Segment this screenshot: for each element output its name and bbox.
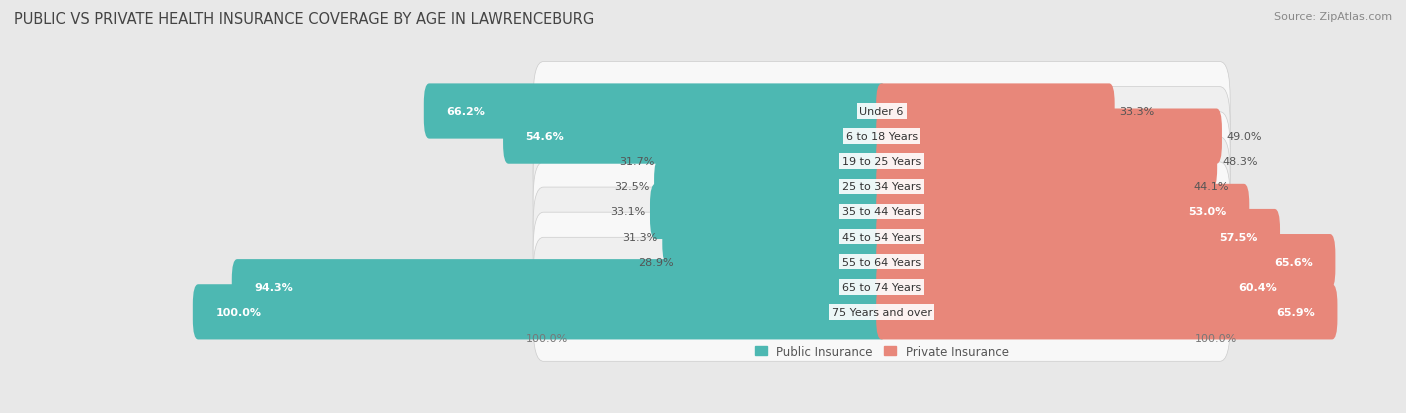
Text: 25 to 34 Years: 25 to 34 Years (842, 182, 921, 192)
FancyBboxPatch shape (654, 159, 887, 214)
FancyBboxPatch shape (876, 285, 1337, 339)
Text: 94.3%: 94.3% (254, 282, 292, 292)
Legend: Public Insurance, Private Insurance: Public Insurance, Private Insurance (749, 340, 1014, 362)
Text: 55 to 64 Years: 55 to 64 Years (842, 257, 921, 267)
Text: 65.9%: 65.9% (1277, 307, 1315, 317)
Text: 19 to 25 Years: 19 to 25 Years (842, 157, 921, 167)
Text: 75 Years and over: 75 Years and over (831, 307, 932, 317)
Text: 100.0%: 100.0% (1195, 333, 1237, 343)
FancyBboxPatch shape (503, 109, 887, 164)
FancyBboxPatch shape (876, 235, 1336, 290)
Text: 65 to 74 Years: 65 to 74 Years (842, 282, 921, 292)
Text: Under 6: Under 6 (859, 107, 904, 117)
Text: 32.5%: 32.5% (614, 182, 650, 192)
FancyBboxPatch shape (533, 112, 1230, 211)
Text: 45 to 54 Years: 45 to 54 Years (842, 232, 921, 242)
FancyBboxPatch shape (679, 235, 887, 290)
FancyBboxPatch shape (650, 184, 887, 240)
Text: 49.0%: 49.0% (1226, 132, 1263, 142)
Text: 65.6%: 65.6% (1274, 257, 1313, 267)
FancyBboxPatch shape (533, 138, 1230, 236)
FancyBboxPatch shape (533, 163, 1230, 261)
FancyBboxPatch shape (662, 209, 887, 264)
Text: 33.3%: 33.3% (1119, 107, 1154, 117)
FancyBboxPatch shape (659, 134, 887, 190)
FancyBboxPatch shape (193, 285, 887, 339)
FancyBboxPatch shape (876, 184, 1250, 240)
Text: 54.6%: 54.6% (526, 132, 564, 142)
FancyBboxPatch shape (533, 263, 1230, 361)
FancyBboxPatch shape (533, 213, 1230, 311)
FancyBboxPatch shape (423, 84, 887, 139)
FancyBboxPatch shape (876, 134, 1218, 190)
Text: 6 to 18 Years: 6 to 18 Years (845, 132, 918, 142)
Text: 31.7%: 31.7% (620, 157, 655, 167)
FancyBboxPatch shape (876, 109, 1222, 164)
Text: 66.2%: 66.2% (446, 107, 485, 117)
Text: Source: ZipAtlas.com: Source: ZipAtlas.com (1274, 12, 1392, 22)
FancyBboxPatch shape (533, 238, 1230, 336)
Text: 44.1%: 44.1% (1194, 182, 1229, 192)
FancyBboxPatch shape (232, 259, 887, 315)
Text: 100.0%: 100.0% (526, 333, 568, 343)
FancyBboxPatch shape (533, 88, 1230, 186)
Text: 35 to 44 Years: 35 to 44 Years (842, 207, 921, 217)
FancyBboxPatch shape (533, 188, 1230, 286)
FancyBboxPatch shape (876, 259, 1301, 315)
Text: 100.0%: 100.0% (215, 307, 262, 317)
Text: 48.3%: 48.3% (1222, 157, 1257, 167)
FancyBboxPatch shape (876, 209, 1279, 264)
Text: 60.4%: 60.4% (1239, 282, 1277, 292)
Text: 31.3%: 31.3% (623, 232, 658, 242)
FancyBboxPatch shape (533, 62, 1230, 161)
FancyBboxPatch shape (876, 84, 1115, 139)
Text: 53.0%: 53.0% (1188, 207, 1226, 217)
Text: PUBLIC VS PRIVATE HEALTH INSURANCE COVERAGE BY AGE IN LAWRENCEBURG: PUBLIC VS PRIVATE HEALTH INSURANCE COVER… (14, 12, 595, 27)
FancyBboxPatch shape (876, 159, 1188, 214)
Text: 57.5%: 57.5% (1219, 232, 1257, 242)
Text: 33.1%: 33.1% (610, 207, 645, 217)
Text: 28.9%: 28.9% (638, 257, 673, 267)
